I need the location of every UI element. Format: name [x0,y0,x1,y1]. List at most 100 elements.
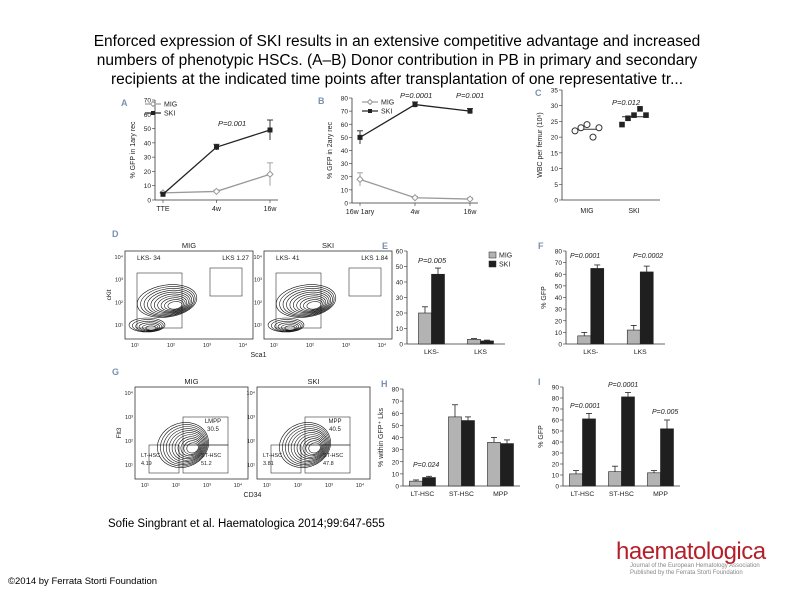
y-tick-label-E: 50 [396,264,404,271]
bar-ski [431,273,445,345]
annotation-B-1: P=0.0001 [400,91,432,100]
y-axis-label-A: % GFP in 1ary rec [130,121,137,179]
contour-low [271,319,303,332]
contour-lks-neg [147,289,193,315]
panel-letter-C: C [535,88,542,98]
contour-low [138,322,161,332]
contour-lks-neg [167,301,183,310]
y-axis-label-C: WBC per femur (10⁶) [537,112,544,178]
annotation-B-2: P=0.001 [456,91,484,100]
contour-stem [180,438,201,457]
y-tick-label-I: 80 [552,396,560,403]
annotation-I-3: P=0.005 [652,409,678,416]
x-tick-label-H: LT-HSC [411,491,435,498]
flow-x-tick-D: 10¹ [270,343,278,349]
legend-swatch [488,260,497,268]
series-line-ski [162,129,271,195]
legend-label-mig: MIG [381,100,394,107]
y-tick-label-A: 20 [144,169,152,176]
data-point-mig [466,195,474,203]
contour-stem [163,426,207,465]
flow-y-tick-G: 10³ [247,415,255,421]
contour-stem [171,432,204,461]
journal-logo-subtitle: Journal of the European Hematology Assoc… [630,563,760,577]
flow-title-D: SKI [322,241,334,250]
bar-ski [461,420,475,487]
flow-x-tick-D: 10³ [203,343,211,349]
legend-label-mig: MIG [164,102,177,109]
y-tick-label-F: 10 [555,330,563,337]
flow-x-tick-G: 10¹ [263,483,271,489]
logo-sub-line-1: Journal of the European Hematology Assoc… [630,563,760,569]
y-axis-label-F: % GFP [541,286,548,309]
y-tick-label-B: 40 [341,148,349,155]
copyright: ©2014 by Ferrata Storti Foundation [8,576,158,587]
x-tick-label-F: LKS [634,349,647,356]
flow-plot-frame-D [124,250,254,340]
bar-ski [660,428,674,487]
y-tick-label-E: 40 [396,280,404,287]
x-tick-label-A: 16w [264,206,278,213]
flow-y-tick-G: 10² [125,439,133,445]
gate-lks [348,267,382,297]
contour-stem [287,428,328,464]
x-tick-label-E: LKS- [424,349,439,356]
annotation-C: P=0.012 [612,98,641,107]
annotation-I-2: P=0.0001 [608,382,638,389]
y-axis-label-H: % within GFP⁺ Lks [378,408,385,467]
data-point-ski [412,102,418,108]
y-tick-label-I: 20 [552,462,560,469]
contour-lks-neg [282,288,333,316]
flow-y-tick-D: 10¹ [115,323,123,329]
flow-y-tick-D: 10² [254,300,262,306]
y-tick-label-B: 10 [341,187,349,194]
bar-ski [590,268,605,345]
y-tick-label-A: 50 [144,126,152,133]
gate-label-lt-hsc: LT-HSC [263,453,282,459]
y-tick-label-A: 0 [147,198,151,205]
y-tick-label-A: 60 [144,112,152,119]
contour-stem [293,432,326,461]
data-point-mig [589,133,597,141]
y-tick-label-F: 50 [555,283,563,290]
bar-ski [621,396,635,487]
contour-lks-neg [157,295,188,313]
y-tick-label-F: 60 [555,272,563,279]
contour-lks-neg [136,284,198,318]
flow-y-tick-D: 10² [115,300,123,306]
flow-x-tick-D: 10³ [342,343,350,349]
y-tick-label-H: 40 [392,435,400,442]
y-tick-label-I: 60 [552,418,560,425]
contour-stem [186,442,199,454]
bar-mig [577,335,592,345]
x-tick-label-I: ST-HSC [609,491,634,498]
contour-lks-neg [299,297,325,312]
x-tick-label-H: ST-HSC [449,491,474,498]
y-tick-label-E: 10 [396,326,404,333]
x-tick-label-B: 16w 1ary [346,209,375,216]
y-tick-label-F: 30 [555,307,563,314]
contour-stem [160,424,208,467]
gate-lt-hsc [148,444,180,474]
contour-low [277,322,300,332]
logo-sub-line-2: Published by the Ferrata Storti Foundati… [630,570,743,576]
contour-stem [157,422,209,468]
panel-letter-G: G [112,367,119,377]
gate-label-lks-neg: LKS- 34 [137,255,161,262]
contour-lks-neg [296,295,327,313]
y-tick-label-C: 5 [554,182,558,189]
title-line-1: Enforced expression of SKI results in an… [93,33,701,50]
contour-stem [183,440,200,455]
panel-letter-H: H [381,379,388,389]
contour-stem [282,424,330,467]
data-point-mig [212,187,221,196]
contour-stem [177,436,202,458]
legend-label-ski: SKI [381,109,392,116]
flow-y-tick-D: 10¹ [254,323,262,329]
contour-lks-neg [292,293,328,314]
data-point-ski [643,112,649,118]
gate-label-st-hsc: ST-HSC [323,453,343,459]
y-tick-label-I: 0 [555,484,559,491]
panel-letter-I: I [538,377,541,387]
y-tick-label-I: 70 [552,407,560,414]
